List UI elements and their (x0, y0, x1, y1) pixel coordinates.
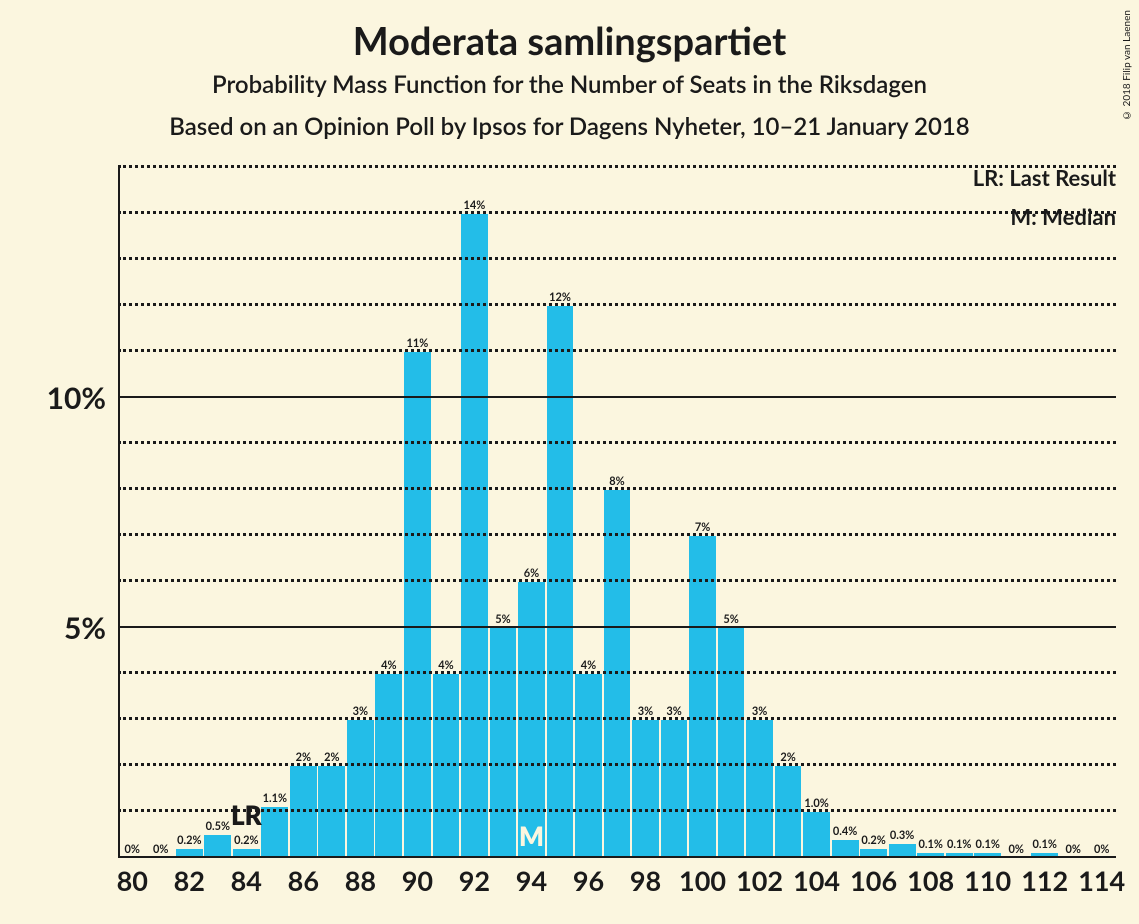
x-tick-label: 94 (516, 858, 547, 897)
bar: 1.1% (261, 807, 288, 858)
gridline (118, 349, 1116, 352)
y-tick-label: 10% (47, 380, 118, 416)
x-axis-line (118, 856, 1116, 858)
chart-area: LR: Last Result M: Median 0%0%0.2%0.5%0.… (118, 168, 1116, 858)
bar-value-label: 0.1% (918, 838, 942, 853)
chart-subtitle-2: Based on an Opinion Poll by Ipsos for Da… (0, 112, 1139, 141)
gridline (118, 211, 1116, 214)
x-tick-label: 92 (459, 858, 490, 897)
gridline (118, 487, 1116, 490)
gridline (118, 303, 1116, 306)
x-tick-label: 114 (1078, 858, 1125, 897)
bar: 2% (290, 766, 317, 858)
bar: 11% (404, 352, 431, 858)
gridline (118, 165, 1116, 168)
x-tick-label: 96 (573, 858, 604, 897)
gridline (118, 441, 1116, 444)
gridline (118, 396, 1116, 398)
bar: 2% (775, 766, 802, 858)
chart-title: Moderata samlingspartiet (0, 18, 1139, 64)
bar: 1.0% (803, 812, 830, 858)
x-tick-label: 80 (117, 858, 148, 897)
bar-value-label: 0.5% (206, 820, 230, 835)
bar: 12% (547, 306, 574, 858)
bar-value-label: 0.1% (975, 838, 999, 853)
y-axis-line (118, 168, 120, 858)
bar-value-label: 0.2% (177, 834, 201, 849)
gridline (118, 809, 1116, 812)
bar: 0.5% (204, 835, 231, 858)
x-tick-label: 82 (174, 858, 205, 897)
gridline (118, 257, 1116, 260)
bar-value-label: 1.1% (263, 792, 287, 807)
x-tick-label: 88 (345, 858, 376, 897)
bar-value-label: 0.4% (833, 825, 857, 840)
bar: 4% (433, 674, 460, 858)
x-tick-label: 110 (964, 858, 1011, 897)
bar: 6% (518, 582, 545, 858)
gridline (118, 579, 1116, 582)
bar: 5% (490, 628, 517, 858)
bar-value-label: 0.2% (234, 834, 258, 849)
bar-value-label: 0.1% (947, 838, 971, 853)
bar: 3% (347, 720, 374, 858)
y-tick-label: 5% (64, 610, 118, 646)
bar: 5% (718, 628, 745, 858)
bar: 14% (461, 214, 488, 858)
bar: 3% (632, 720, 659, 858)
gridline (118, 626, 1116, 628)
x-tick-label: 84 (231, 858, 262, 897)
x-tick-label: 100 (679, 858, 726, 897)
x-tick-label: 90 (402, 858, 433, 897)
bar: 8% (604, 490, 631, 858)
gridline (118, 717, 1116, 720)
x-tick-label: 112 (1021, 858, 1068, 897)
bar: 4% (575, 674, 602, 858)
bar: 4% (375, 674, 402, 858)
x-tick-label: 98 (630, 858, 661, 897)
gridline (118, 533, 1116, 536)
copyright-text: © 2018 Filip van Laenen (1121, 10, 1133, 121)
bar: 2% (318, 766, 345, 858)
bar-value-label: 0.3% (890, 829, 914, 844)
x-tick-label: 86 (288, 858, 319, 897)
x-tick-label: 102 (736, 858, 783, 897)
bars-container: 0%0%0.2%0.5%0.2%1.1%2%2%3%4%11%4%14%5%6%… (118, 168, 1116, 858)
bar-value-label: 0.1% (1033, 838, 1057, 853)
bar: 3% (746, 720, 773, 858)
gridline (118, 763, 1116, 766)
chart-subtitle-1: Probability Mass Function for the Number… (0, 70, 1139, 99)
gridline (118, 671, 1116, 674)
x-tick-label: 106 (850, 858, 897, 897)
plot-region: 0%0%0.2%0.5%0.2%1.1%2%2%3%4%11%4%14%5%6%… (118, 168, 1116, 858)
x-tick-label: 108 (907, 858, 954, 897)
bar-value-label: 0.2% (861, 834, 885, 849)
x-tick-label: 104 (793, 858, 840, 897)
bar: 3% (661, 720, 688, 858)
